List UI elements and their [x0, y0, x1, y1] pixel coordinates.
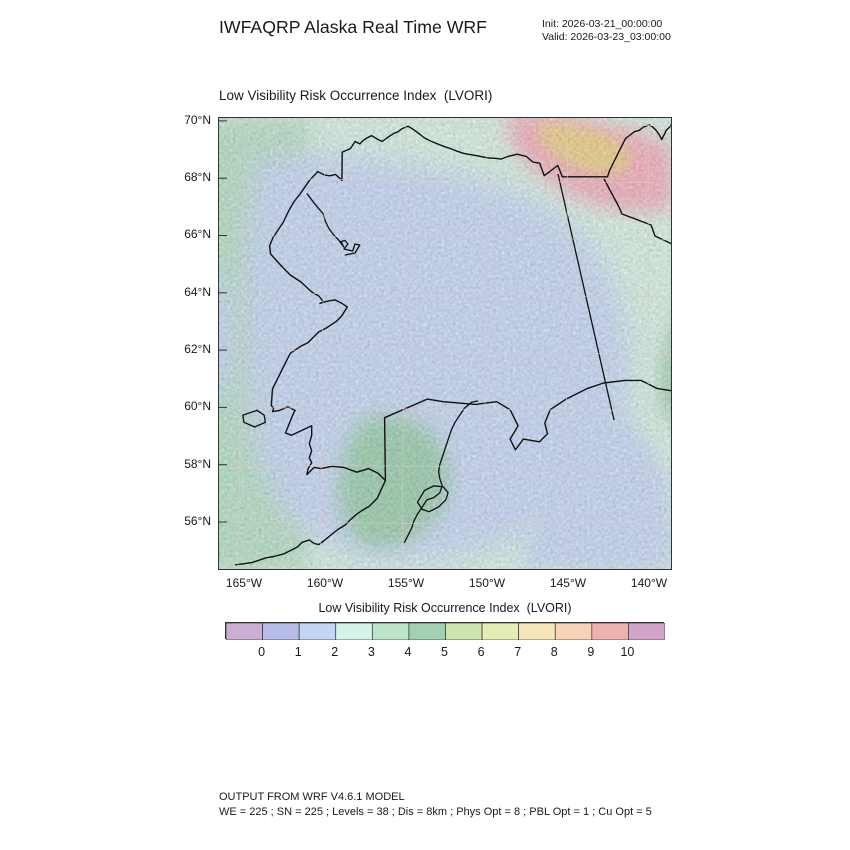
- svg-text:3: 3: [368, 645, 375, 659]
- svg-text:1: 1: [295, 645, 302, 659]
- svg-text:7: 7: [514, 645, 521, 659]
- svg-text:2: 2: [331, 645, 338, 659]
- svg-text:8: 8: [551, 645, 558, 659]
- svg-text:0: 0: [258, 645, 265, 659]
- svg-text:5: 5: [441, 645, 448, 659]
- svg-text:10: 10: [620, 645, 634, 659]
- svg-text:4: 4: [404, 645, 411, 659]
- svg-text:6: 6: [478, 645, 485, 659]
- svg-text:9: 9: [587, 645, 594, 659]
